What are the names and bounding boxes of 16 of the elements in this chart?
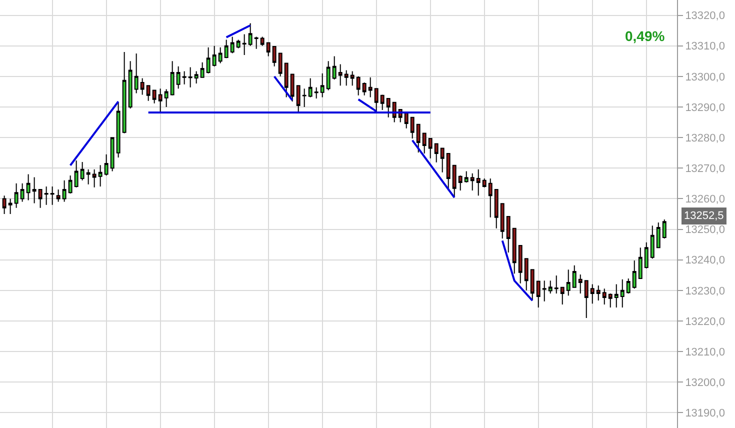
y-tick-label: 13250,0 bbox=[685, 224, 725, 236]
y-tick-label: 13230,0 bbox=[685, 285, 725, 298]
y-tick-label: 13270,0 bbox=[685, 162, 725, 175]
annotation: 0,49% bbox=[625, 28, 666, 44]
text: 13252,5 bbox=[684, 210, 724, 222]
y-tick-label: 13290,0 bbox=[685, 102, 725, 114]
y-tick-label: 13220,0 bbox=[685, 316, 725, 328]
y-tick-label: 13210,0 bbox=[685, 346, 725, 358]
y-tick-label: 13200,0 bbox=[685, 376, 725, 389]
y-tick-label: 13240,0 bbox=[685, 254, 725, 267]
y-tick-label: 13300,0 bbox=[685, 71, 725, 84]
y-tick-label: 13310,0 bbox=[685, 40, 725, 53]
y-tick-label: 13260,0 bbox=[685, 194, 725, 206]
y-tick-label: 13280,0 bbox=[685, 132, 725, 144]
y-tick-label: 13320,0 bbox=[685, 10, 725, 22]
y-tick-label: 13190,0 bbox=[685, 408, 725, 420]
